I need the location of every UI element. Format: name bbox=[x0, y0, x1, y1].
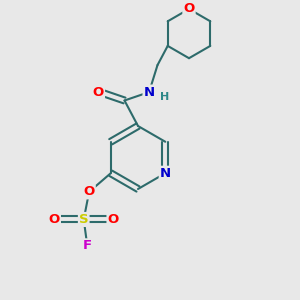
Text: S: S bbox=[79, 213, 88, 226]
Text: O: O bbox=[83, 185, 95, 198]
Text: O: O bbox=[93, 85, 104, 99]
Text: F: F bbox=[83, 239, 92, 252]
Text: O: O bbox=[183, 2, 195, 16]
Text: N: N bbox=[143, 85, 155, 99]
Text: N: N bbox=[160, 167, 171, 180]
Text: O: O bbox=[107, 213, 119, 226]
Text: O: O bbox=[49, 213, 60, 226]
Text: H: H bbox=[160, 92, 169, 103]
